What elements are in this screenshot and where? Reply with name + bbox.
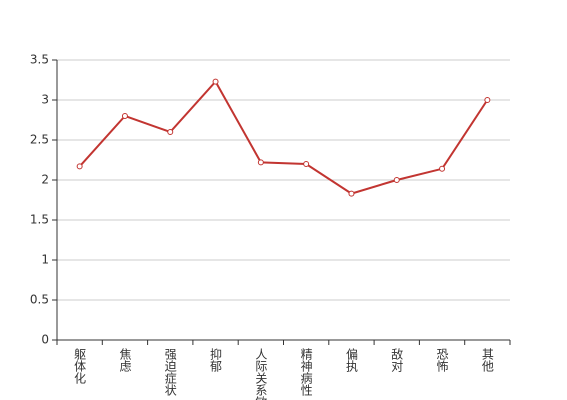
x-tick-label: 恐怖 xyxy=(435,348,449,372)
x-tick-label: 人际关系敏感 xyxy=(254,348,268,400)
point xyxy=(257,159,264,166)
point xyxy=(121,113,128,119)
x-tick-label: 敌对 xyxy=(390,347,404,372)
x-tick-label: 偏执 xyxy=(344,347,358,373)
point xyxy=(303,161,310,167)
point xyxy=(167,129,174,135)
y-tick-label: 1 xyxy=(41,253,49,267)
x-tick-label: 躯体化 xyxy=(73,347,87,385)
point xyxy=(484,97,491,103)
point xyxy=(393,177,400,183)
point xyxy=(348,190,355,197)
y-tick-label: 0.5 xyxy=(30,293,49,307)
y-tick-label: 2.5 xyxy=(30,133,49,147)
point xyxy=(212,78,219,85)
point xyxy=(439,165,446,172)
y-tick-label: 2 xyxy=(41,173,49,187)
y-tick-label: 3.5 xyxy=(30,53,49,67)
x-tick-label: 强迫症状 xyxy=(163,348,177,396)
x-tick-label: 抑郁 xyxy=(209,347,223,373)
point xyxy=(76,163,83,170)
line xyxy=(78,79,489,195)
x-tick-label: 精神病性 xyxy=(299,348,313,397)
x-tick-label: 其他 xyxy=(480,348,494,372)
x-tick-label: 焦虑 xyxy=(118,348,132,372)
y-tick-label: 0 xyxy=(41,333,49,347)
y-tick-label: 1.5 xyxy=(30,213,49,227)
y-tick-label: 3 xyxy=(41,93,49,107)
